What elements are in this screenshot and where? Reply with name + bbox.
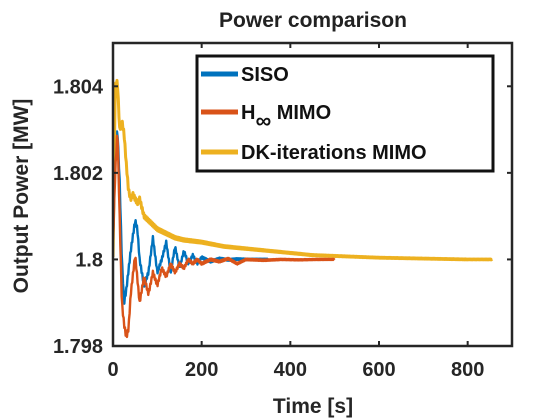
axes: 0 200 400 600 800 1.798 1.8 1.802 1.804 <box>53 41 514 381</box>
axes-box <box>111 41 514 348</box>
x-tick-label: 400 <box>274 359 307 381</box>
legend-label-hinf-mimo: H∞ MIMO <box>241 102 331 133</box>
legend: SISO H∞ MIMO DK-iterations MIMO <box>195 54 495 173</box>
legend-label-dk-iterations-mimo: DK-iterations MIMO <box>241 142 427 164</box>
y-axis-label: Output Power [MW] <box>10 99 33 294</box>
y-tick-label: 1.802 <box>53 163 103 185</box>
x-tick-label: 600 <box>362 359 395 381</box>
y-tick-label: 1.8 <box>75 249 103 271</box>
legend-label-hinf-main: H <box>241 102 255 124</box>
x-axis-label: Time [s] <box>273 395 353 418</box>
legend-label-hinf-sub: ∞ <box>255 108 271 133</box>
series-line-dk-iterations-mimo <box>113 78 494 262</box>
series-group <box>113 78 494 339</box>
x-tick-label: 0 <box>107 359 118 381</box>
series-line-h-mimo <box>113 134 336 339</box>
chart-title: Power comparison <box>219 9 407 32</box>
legend-box <box>195 54 495 173</box>
x-tick-label: 200 <box>185 359 218 381</box>
y-tick-label: 1.804 <box>53 76 104 98</box>
legend-label-siso: SISO <box>241 64 289 86</box>
y-tick-label: 1.798 <box>53 336 103 358</box>
plot-area <box>113 78 494 339</box>
x-tick-label: 800 <box>451 359 484 381</box>
legend-label-hinf-rest: MIMO <box>271 102 331 124</box>
